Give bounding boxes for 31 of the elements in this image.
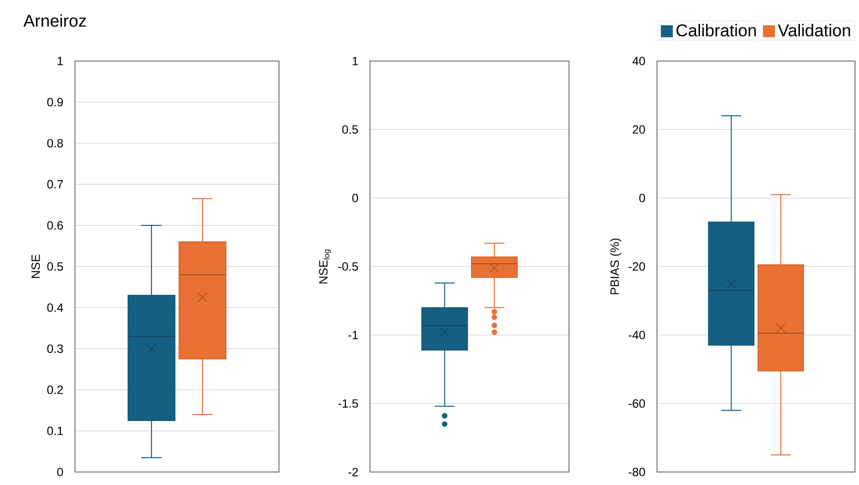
y-tick-label: 40 bbox=[632, 56, 646, 66]
y-tick-label: -1.5 bbox=[338, 399, 358, 408]
y-axis-title: NSE$_{log}$ bbox=[319, 250, 331, 284]
y-tick-label: 0 bbox=[639, 194, 646, 202]
y-tick-label: 0.9 bbox=[47, 98, 63, 106]
y-tick-label: 1 bbox=[58, 56, 63, 66]
y-tick-label: 0.6 bbox=[47, 221, 63, 230]
y-tick-label: 20 bbox=[632, 125, 646, 134]
y-tick-label: -80 bbox=[628, 468, 646, 476]
y-tick-label: -1 bbox=[348, 330, 358, 340]
y-tick-label: 0.3 bbox=[47, 344, 63, 353]
y-tick-label: 0.7 bbox=[47, 180, 63, 189]
y-tick-label: 0.5 bbox=[342, 125, 358, 134]
y-tick-label: -20 bbox=[628, 262, 646, 271]
y-tick-label: 0.1 bbox=[47, 426, 63, 436]
y-tick-label: -40 bbox=[628, 330, 646, 340]
y-tick-label: 0 bbox=[352, 194, 358, 202]
y-tick-label: -2 bbox=[348, 468, 358, 476]
y-tick-label: -0.5 bbox=[338, 262, 358, 271]
y-tick-label: 0.5 bbox=[47, 262, 63, 271]
y-tick-label: 0.8 bbox=[47, 138, 63, 148]
legend-label: Calibration bbox=[676, 24, 756, 36]
y-axis-title: PBIAS (%) bbox=[610, 238, 622, 294]
legend-label: Validation bbox=[778, 24, 850, 36]
y-tick-label: -60 bbox=[628, 399, 646, 408]
y-axis-title: NSE bbox=[31, 254, 40, 278]
chart-title: Arneiroz bbox=[23, 14, 86, 27]
y-tick-label: 0 bbox=[57, 468, 64, 476]
y-tick-label: 1 bbox=[352, 56, 358, 66]
y-tick-label: 0.2 bbox=[47, 386, 63, 394]
y-tick-label: 0.4 bbox=[47, 303, 64, 312]
